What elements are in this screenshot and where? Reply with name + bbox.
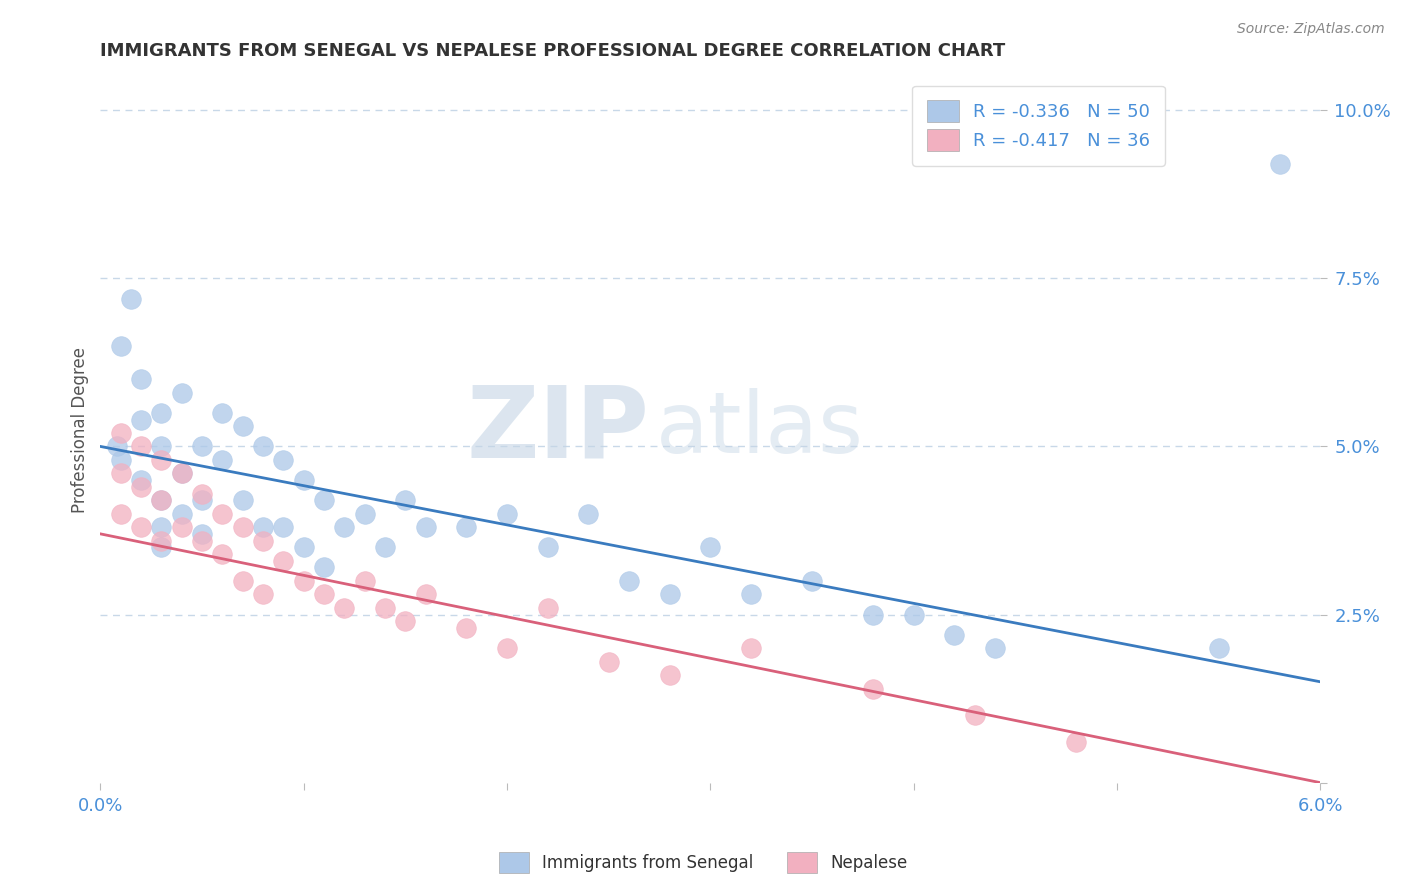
- Point: [232, 574, 254, 588]
- Point: [394, 615, 416, 629]
- Point: [598, 655, 620, 669]
- Point: [862, 607, 884, 622]
- Point: [211, 453, 233, 467]
- Point: [129, 473, 152, 487]
- Point: [150, 520, 173, 534]
- Point: [456, 621, 478, 635]
- Point: [105, 439, 128, 453]
- Text: ZIP: ZIP: [467, 381, 650, 478]
- Point: [740, 587, 762, 601]
- Point: [496, 507, 519, 521]
- Point: [170, 385, 193, 400]
- Point: [191, 533, 214, 548]
- Point: [191, 493, 214, 508]
- Point: [110, 425, 132, 440]
- Point: [120, 292, 142, 306]
- Point: [150, 493, 173, 508]
- Point: [273, 554, 295, 568]
- Point: [394, 493, 416, 508]
- Point: [252, 587, 274, 601]
- Point: [211, 507, 233, 521]
- Point: [211, 547, 233, 561]
- Point: [984, 641, 1007, 656]
- Point: [170, 520, 193, 534]
- Point: [129, 480, 152, 494]
- Point: [1268, 157, 1291, 171]
- Point: [658, 668, 681, 682]
- Point: [353, 507, 375, 521]
- Point: [150, 406, 173, 420]
- Point: [312, 587, 335, 601]
- Point: [740, 641, 762, 656]
- Point: [110, 467, 132, 481]
- Point: [333, 520, 356, 534]
- Text: Source: ZipAtlas.com: Source: ZipAtlas.com: [1237, 22, 1385, 37]
- Legend: R = -0.336   N = 50, R = -0.417   N = 36: R = -0.336 N = 50, R = -0.417 N = 36: [912, 86, 1166, 166]
- Point: [170, 467, 193, 481]
- Point: [1066, 735, 1088, 749]
- Point: [191, 486, 214, 500]
- Point: [129, 372, 152, 386]
- Point: [312, 493, 335, 508]
- Point: [1208, 641, 1230, 656]
- Point: [699, 541, 721, 555]
- Legend: Immigrants from Senegal, Nepalese: Immigrants from Senegal, Nepalese: [492, 846, 914, 880]
- Point: [312, 560, 335, 574]
- Point: [191, 439, 214, 453]
- Point: [129, 520, 152, 534]
- Point: [862, 681, 884, 696]
- Point: [252, 520, 274, 534]
- Point: [963, 708, 986, 723]
- Point: [129, 412, 152, 426]
- Point: [252, 533, 274, 548]
- Point: [150, 533, 173, 548]
- Point: [170, 467, 193, 481]
- Point: [903, 607, 925, 622]
- Point: [273, 520, 295, 534]
- Point: [415, 587, 437, 601]
- Point: [658, 587, 681, 601]
- Point: [496, 641, 519, 656]
- Point: [292, 473, 315, 487]
- Point: [170, 507, 193, 521]
- Point: [292, 574, 315, 588]
- Point: [150, 453, 173, 467]
- Point: [150, 493, 173, 508]
- Point: [617, 574, 640, 588]
- Point: [129, 439, 152, 453]
- Point: [252, 439, 274, 453]
- Point: [110, 453, 132, 467]
- Point: [537, 541, 560, 555]
- Text: atlas: atlas: [655, 388, 863, 471]
- Point: [353, 574, 375, 588]
- Point: [150, 439, 173, 453]
- Y-axis label: Professional Degree: Professional Degree: [72, 347, 89, 513]
- Point: [211, 406, 233, 420]
- Point: [292, 541, 315, 555]
- Point: [374, 541, 396, 555]
- Point: [943, 628, 966, 642]
- Point: [576, 507, 599, 521]
- Point: [110, 507, 132, 521]
- Point: [456, 520, 478, 534]
- Point: [110, 338, 132, 352]
- Point: [333, 600, 356, 615]
- Point: [801, 574, 824, 588]
- Text: IMMIGRANTS FROM SENEGAL VS NEPALESE PROFESSIONAL DEGREE CORRELATION CHART: IMMIGRANTS FROM SENEGAL VS NEPALESE PROF…: [100, 42, 1005, 60]
- Point: [537, 600, 560, 615]
- Point: [232, 520, 254, 534]
- Point: [232, 493, 254, 508]
- Point: [232, 419, 254, 434]
- Point: [415, 520, 437, 534]
- Point: [191, 527, 214, 541]
- Point: [374, 600, 396, 615]
- Point: [273, 453, 295, 467]
- Point: [150, 541, 173, 555]
